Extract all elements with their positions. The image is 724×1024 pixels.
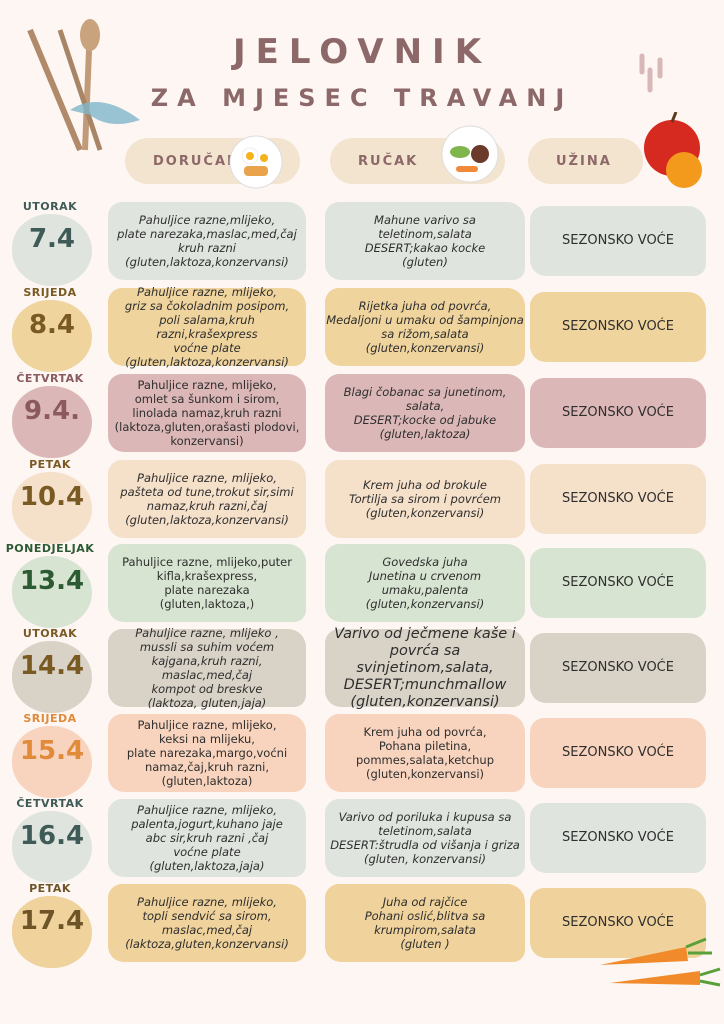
day-name: SRIJEDA xyxy=(23,712,77,725)
day-name: ČETVRTAK xyxy=(16,797,84,810)
lunch-cell: Krem juha od brokule Tortilja sa sirom i… xyxy=(325,460,525,538)
breakfast-cell: Pahuljice razne, mlijeko, griz sa čokola… xyxy=(108,285,306,369)
snack-cell: SEZONSKO VOĆE xyxy=(530,548,706,618)
snack-cell: SEZONSKO VOĆE xyxy=(530,206,706,276)
date-circle xyxy=(12,214,92,286)
header-lunch-label: RUČAK xyxy=(358,153,419,169)
breakfast-cell: Pahuljice razne, mlijeko, pašteta od tun… xyxy=(108,460,306,538)
day-date: 17.4 xyxy=(19,906,85,936)
breakfast-cell: Pahuljice razne, mlijeko, omlet sa šunko… xyxy=(108,374,306,452)
date-circle xyxy=(12,726,92,798)
lunch-cell: Varivo od poriluka i kupusa sa teletinom… xyxy=(325,799,525,877)
date-circle xyxy=(12,556,92,628)
breakfast-cell: Pahuljice razne, mlijeko, topli sendvić … xyxy=(108,884,306,962)
breakfast-cell: Pahuljice razne,mlijeko, plate narezaka,… xyxy=(108,202,306,280)
day-date: 9.4. xyxy=(24,396,80,426)
menu-row: UTORAK 7.4 Pahuljice razne,mlijeko, plat… xyxy=(0,200,724,286)
menu-row: PONEDJELJAK 13.4 Pahuljice razne, mlijek… xyxy=(0,542,724,628)
lunch-cell: Varivo od ječmene kaše i povrća sa svinj… xyxy=(325,626,525,710)
date-circle xyxy=(12,386,92,458)
day-name: PETAK xyxy=(29,458,71,471)
breakfast-cell: Pahuljice razne, mlijeko, palenta,jogurt… xyxy=(108,799,306,877)
snack-cell: SEZONSKO VOĆE xyxy=(530,633,706,703)
carrots-icon xyxy=(600,937,721,987)
menu-row: UTORAK 14.4 Pahuljice razne, mlijeko , m… xyxy=(0,626,724,713)
menu-row: ČETVRTAK 16.4 Pahuljice razne, mlijeko, … xyxy=(0,797,724,883)
day-name: UTORAK xyxy=(22,200,78,213)
breakfast-cell: Pahuljice razne, mlijeko , mussli sa suh… xyxy=(108,626,306,710)
menu-row: SRIJEDA 15.4 Pahuljice razne, mlijeko, k… xyxy=(0,712,724,798)
steam-lines-icon xyxy=(639,53,663,93)
menu-row: PETAK 10.4 Pahuljice razne, mlijeko, paš… xyxy=(0,458,724,544)
page-subtitle: ZA MJESEC TRAVANJ xyxy=(150,84,574,112)
day-name: PONEDJELJAK xyxy=(5,542,95,555)
menu-row: PETAK 17.4 Pahuljice razne, mlijeko, top… xyxy=(0,882,724,968)
date-circle xyxy=(12,641,92,713)
snack-cell: SEZONSKO VOĆE xyxy=(530,888,706,958)
date-circle xyxy=(12,472,92,544)
lunch-plate-icon xyxy=(441,125,499,183)
header-snack: UŽINA xyxy=(528,138,643,184)
day-date: 10.4 xyxy=(19,482,85,512)
snack-cell: SEZONSKO VOĆE xyxy=(530,718,706,788)
page-title: JELOVNIK xyxy=(232,32,492,72)
snack-cell: SEZONSKO VOĆE xyxy=(530,378,706,448)
day-name: ČETVRTAK xyxy=(16,372,84,385)
date-circle xyxy=(12,811,92,883)
lunch-cell: Govedska juha Junetina u crvenom umaku,p… xyxy=(325,544,525,622)
day-name: SRIJEDA xyxy=(23,286,77,299)
day-date: 8.4 xyxy=(28,310,76,340)
lunch-cell: Juha od rajčice Pohani oslić,blitva sa k… xyxy=(325,884,525,962)
snack-cell: SEZONSKO VOĆE xyxy=(530,803,706,873)
date-circle xyxy=(12,300,92,372)
cutlery-icon xyxy=(27,19,140,152)
header-snack-label: UŽINA xyxy=(556,153,612,169)
day-name: PETAK xyxy=(29,882,71,895)
breakfast-cell: Pahuljice razne, mlijeko,puter kifla,kra… xyxy=(108,544,306,622)
date-circle xyxy=(12,896,92,968)
snack-cell: SEZONSKO VOĆE xyxy=(530,292,706,362)
day-date: 14.4 xyxy=(19,651,85,681)
fruit-icon xyxy=(644,112,702,188)
snack-cell: SEZONSKO VOĆE xyxy=(530,464,706,534)
lunch-cell: Mahune varivo sa teletinom,salata DESERT… xyxy=(325,202,525,280)
menu-row: ČETVRTAK 9.4. Pahuljice razne, mlijeko, … xyxy=(0,372,724,458)
day-date: 15.4 xyxy=(19,736,85,766)
breakfast-cell: Pahuljice razne, mlijeko, keksi na mlije… xyxy=(108,714,306,792)
day-name: UTORAK xyxy=(22,627,78,640)
lunch-cell: Krem juha od povrća, Pohana piletina, po… xyxy=(325,714,525,792)
breakfast-plate-icon xyxy=(229,135,283,189)
day-date: 16.4 xyxy=(19,821,85,851)
day-date: 7.4 xyxy=(28,224,76,254)
day-date: 13.4 xyxy=(19,566,85,596)
lunch-cell: Rijetka juha od povrća, Medaljoni u umak… xyxy=(325,288,525,366)
header-breakfast-label: DORUČAK xyxy=(153,153,240,169)
menu-row: SRIJEDA 8.4 Pahuljice razne, mlijeko, gr… xyxy=(0,285,724,372)
lunch-cell: Blagi čobanac sa junetinom, salata, DESE… xyxy=(325,374,525,452)
